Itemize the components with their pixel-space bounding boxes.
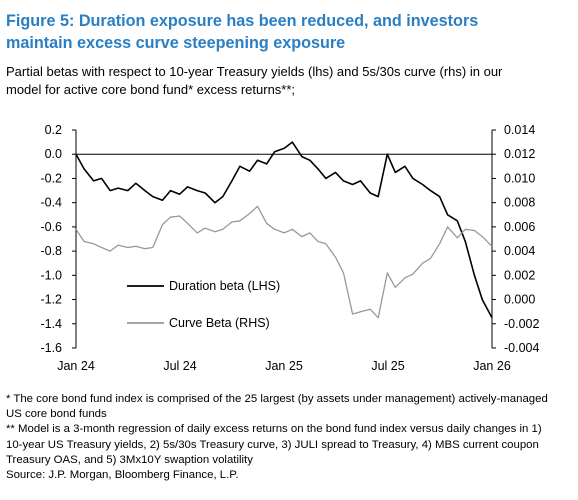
left-tick-label: -1.0	[40, 268, 62, 282]
series-line-2	[75, 205, 493, 319]
right-tick-label: 0.010	[504, 171, 535, 185]
legend: Duration beta (LHS) Curve Beta (RHS)	[127, 279, 280, 330]
source-note: Source: J.P. Morgan, Bloomberg Finance, …	[6, 469, 239, 482]
right-tick-label: 0.012	[504, 147, 535, 161]
x-tick-label: Jan 24	[57, 359, 95, 373]
right-tick-label: -0.002	[504, 317, 539, 331]
footnote-1: * The core bond fund index is comprised …	[6, 393, 548, 421]
left-tick-label: -0.2	[40, 171, 62, 185]
right-tick-label: 0.014	[504, 123, 535, 137]
left-tick-label: -1.2	[40, 293, 62, 307]
figure-title: Figure 5: Duration exposure has been red…	[6, 12, 479, 52]
left-tick-label: -0.6	[40, 220, 62, 234]
left-tick-label: -0.8	[40, 244, 62, 258]
figure-subtitle: Partial betas with respect to 10-year Tr…	[6, 64, 503, 97]
legend-label-1: Duration beta (LHS)	[169, 279, 280, 293]
x-tick-label: Jul 25	[371, 359, 404, 373]
left-tick-label: 0.0	[45, 147, 62, 161]
x-tick-label: Jan 25	[265, 359, 303, 373]
right-tick-label: -0.004	[504, 341, 539, 355]
right-tick-label: 0.006	[504, 220, 535, 234]
left-axis: 0.2 0.0 -0.2 -0.4 -0.6 -0.8 -1.0 -1.2 -1.4 -1.6	[40, 123, 76, 355]
line-chart: 0.2 0.0 -0.2 -0.4 -0.6 -0.8 -1.0 -1.2 -1.4 -1.6 0…	[40, 123, 539, 373]
x-axis: Jan 24 Jul 24 Jan 25 Jul 25 Jan 26	[57, 359, 511, 373]
x-tick-label: Jan 26	[473, 359, 511, 373]
legend-label-2: Curve Beta (RHS)	[169, 316, 270, 330]
x-tick-label: Jul 24	[163, 359, 196, 373]
left-tick-label: -0.4	[40, 196, 62, 210]
left-tick-label: -1.6	[40, 341, 62, 355]
right-tick-label: 0.008	[504, 196, 535, 210]
left-tick-label: -1.4	[40, 317, 62, 331]
footnotes: * The core bond fund index is comprised …	[6, 392, 554, 483]
right-tick-label: 0.004	[504, 244, 535, 258]
right-tick-label: 0.000	[504, 293, 535, 307]
right-axis: 0.014 0.012 0.010 0.008 0.006 0.004 0.002 0.000…	[492, 123, 539, 355]
series-lines	[75, 141, 493, 319]
right-tick-label: 0.002	[504, 268, 535, 282]
series-line-1	[75, 141, 493, 319]
left-tick-label: 0.2	[45, 123, 62, 137]
footnote-2: ** Model is a 3-month regression of dail…	[6, 423, 542, 466]
plot-area	[75, 130, 493, 348]
